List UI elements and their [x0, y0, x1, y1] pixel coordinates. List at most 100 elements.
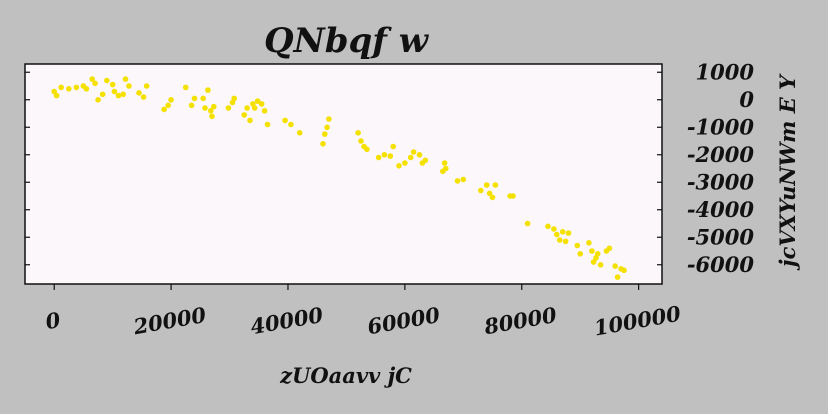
data-point: [422, 157, 429, 164]
data-point: [443, 165, 449, 172]
data-point: [594, 251, 601, 257]
data-point: [104, 77, 110, 84]
y-tick-label: 1000: [696, 59, 755, 84]
x-tick-label: 0: [44, 307, 63, 334]
plot-frame: [24, 63, 663, 285]
data-point: [545, 223, 551, 230]
y-tick-label: -6000: [687, 252, 755, 277]
data-point: [109, 81, 116, 88]
data-point: [589, 248, 595, 254]
data-point: [381, 152, 388, 158]
data-point: [556, 237, 563, 243]
data-point: [355, 130, 361, 136]
data-point: [241, 112, 247, 118]
data-point: [188, 102, 195, 109]
data-point: [99, 91, 106, 98]
y-axis-label: jcVXYuNWm E Y: [775, 73, 800, 271]
data-point: [574, 242, 581, 249]
data-point: [396, 163, 402, 169]
chart-title: QNbqf w: [264, 21, 430, 61]
data-point: [358, 138, 364, 144]
x-axis-label: zUOaavv jC: [279, 363, 412, 388]
data-point: [559, 229, 566, 235]
data-points: [51, 76, 627, 280]
y-tick-label: -3000: [687, 169, 755, 194]
data-point: [407, 154, 414, 161]
data-point: [136, 90, 142, 96]
data-point: [264, 121, 271, 128]
data-point: [202, 105, 208, 111]
data-point: [165, 102, 171, 109]
y-tick-label: -1000: [687, 114, 755, 139]
data-point: [95, 97, 101, 103]
data-point: [590, 259, 597, 265]
data-point: [565, 230, 572, 236]
data-point: [191, 95, 198, 102]
data-point: [410, 149, 417, 155]
data-point: [208, 108, 214, 114]
data-point: [492, 182, 499, 188]
y-tick-label: -2000: [687, 142, 755, 167]
data-point: [510, 193, 516, 199]
data-point: [244, 105, 250, 111]
data-point: [83, 86, 90, 92]
data-point: [182, 84, 189, 91]
data-point: [231, 95, 237, 102]
data-point: [441, 160, 448, 166]
plot-area: [25, 64, 662, 284]
data-point: [320, 141, 326, 147]
data-point: [614, 274, 621, 280]
data-point: [73, 84, 80, 91]
data-point: [597, 262, 604, 268]
data-point: [122, 76, 129, 82]
data-point: [486, 190, 493, 197]
y-tick-label: -5000: [687, 224, 755, 249]
data-point: [454, 178, 461, 184]
data-point: [258, 101, 265, 107]
data-point: [251, 105, 258, 111]
data-point: [92, 80, 98, 87]
data-point: [416, 152, 423, 158]
data-point: [322, 131, 328, 137]
data-point: [554, 231, 560, 238]
data-point: [89, 76, 95, 82]
data-point: [402, 160, 408, 166]
data-point: [254, 98, 261, 104]
data-point: [161, 106, 167, 113]
data-point: [296, 130, 303, 136]
data-point: [621, 267, 627, 274]
data-point: [606, 245, 613, 252]
data-point: [66, 86, 72, 92]
data-point: [562, 238, 569, 245]
data-point: [524, 220, 531, 227]
data-point: [577, 251, 583, 257]
data-point: [326, 116, 332, 122]
y-tick-label: 0: [739, 87, 754, 112]
data-point: [612, 263, 618, 269]
data-point: [586, 240, 592, 246]
y-tick-label: -4000: [687, 197, 755, 222]
data-point: [209, 113, 215, 120]
data-point: [140, 94, 147, 100]
data-point: [489, 194, 496, 201]
data-point: [120, 91, 126, 98]
data-point: [115, 92, 122, 99]
data-point: [364, 146, 370, 153]
data-point: [387, 153, 394, 159]
data-point: [168, 97, 174, 103]
data-point: [551, 226, 557, 232]
data-point: [143, 83, 150, 89]
data-point: [211, 103, 217, 110]
data-point: [247, 117, 253, 124]
data-point: [58, 84, 64, 91]
data-point: [126, 83, 132, 89]
data-point: [460, 176, 467, 183]
data-point: [483, 182, 490, 188]
data-point: [324, 124, 330, 131]
data-point: [51, 88, 57, 95]
data-point: [478, 187, 484, 194]
data-point: [375, 154, 382, 161]
data-point: [282, 117, 288, 124]
data-point: [261, 108, 268, 114]
